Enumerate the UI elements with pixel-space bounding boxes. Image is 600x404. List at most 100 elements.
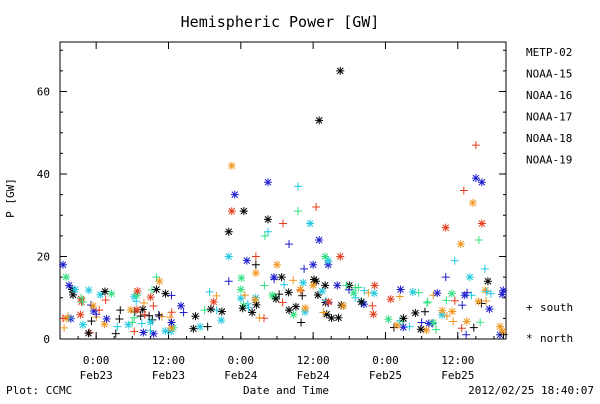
cloud-point [154, 310, 163, 319]
cloud-point [217, 316, 226, 325]
cloud-point [474, 297, 483, 306]
cloud-point [166, 313, 175, 322]
cloud-point [84, 286, 93, 295]
chart-title: Hemispheric Power [GW] [181, 13, 380, 31]
cloud-point [476, 318, 485, 327]
cloud-point [139, 298, 148, 307]
data-point [59, 260, 68, 269]
x-tick-day-label: Feb24 [297, 369, 330, 382]
cloud-point [408, 288, 417, 297]
cloud-point [101, 296, 110, 305]
data-point [285, 306, 294, 315]
data-point [224, 277, 233, 286]
cloud-point [319, 308, 328, 317]
cloud-point [416, 325, 425, 334]
cloud-point [278, 298, 287, 307]
cloud-point [236, 294, 245, 303]
data-point [339, 302, 348, 310]
cloud-point [449, 317, 458, 326]
data-point [242, 256, 251, 265]
x-tick-day-label: Feb25 [441, 369, 474, 382]
cloud-point [469, 323, 478, 332]
data-point [312, 203, 321, 211]
x-tick-day-label: Feb24 [224, 369, 257, 382]
data-point [263, 227, 272, 236]
footer-plot-credit: Plot: CCMC [6, 384, 72, 397]
data-point [471, 141, 480, 150]
data-point [333, 281, 342, 290]
cloud-point [438, 306, 447, 315]
cloud-point [457, 324, 466, 333]
cloud-point [140, 310, 149, 319]
legend-entry: NOAA-15 [526, 68, 572, 81]
legend-entry: NOAA-16 [526, 89, 572, 102]
data-point [324, 256, 333, 265]
data-point [128, 318, 137, 327]
y-tick-label: 20 [37, 251, 50, 264]
cloud-point [429, 318, 438, 327]
cloud-point [139, 328, 148, 337]
cloud-point [322, 310, 331, 319]
cloud-point [299, 278, 308, 287]
cloud-point [395, 292, 404, 301]
cloud-point [368, 301, 377, 310]
data-point [342, 281, 351, 290]
cloud-point [161, 326, 170, 335]
data-point [306, 219, 315, 228]
cloud-point [289, 276, 298, 285]
cloud-point [448, 307, 457, 316]
cloud-point [429, 291, 438, 300]
data-point [483, 277, 492, 286]
cloud-point [146, 293, 155, 302]
cloud-point [384, 315, 393, 324]
data-point [263, 215, 272, 224]
south-marker-label: south [540, 301, 573, 314]
cloud-point [485, 305, 494, 314]
cloud-point [463, 288, 472, 297]
north-marker-label: north [540, 332, 573, 345]
cloud-point [296, 285, 305, 294]
cloud-point [420, 307, 429, 316]
data-point [468, 198, 477, 207]
legend-entry: NOAA-18 [526, 132, 572, 145]
data-point [149, 302, 158, 310]
cloud-point [291, 302, 300, 311]
cloud-point [482, 296, 491, 305]
cloud-point [76, 310, 85, 319]
data-point [71, 285, 80, 294]
cloud-point [301, 304, 310, 313]
data-point [486, 289, 495, 298]
x-tick-day-label: Feb23 [80, 369, 113, 382]
cloud-point [179, 308, 188, 317]
cloud-point [96, 290, 105, 299]
data-point [294, 207, 303, 216]
cloud-point [324, 298, 333, 307]
data-point [294, 182, 303, 191]
y-axis-ticks: 0 20 40 60 [37, 49, 506, 346]
cloud-point [107, 289, 116, 298]
data-point [417, 318, 426, 327]
data-point [279, 219, 287, 228]
cloud-point [124, 320, 133, 329]
data-point [441, 223, 450, 232]
cloud-point [145, 311, 154, 320]
cloud-point [101, 287, 110, 296]
data-point [471, 174, 480, 183]
data-point [399, 314, 408, 323]
data-point [369, 310, 378, 319]
data-point [456, 240, 465, 249]
data-point [321, 252, 330, 261]
data-point [477, 178, 486, 187]
data-point [116, 306, 125, 315]
data-point [251, 252, 260, 261]
x-tick-time-label: 0:00 [83, 354, 110, 367]
cloud-point [296, 286, 305, 295]
cloud-point [411, 308, 420, 317]
cloud-point [206, 305, 215, 314]
cloud-point [84, 329, 93, 338]
data-point [300, 264, 309, 273]
data-point [315, 236, 324, 244]
data-point [315, 116, 324, 125]
data-point [309, 260, 318, 269]
data-point [167, 318, 176, 327]
